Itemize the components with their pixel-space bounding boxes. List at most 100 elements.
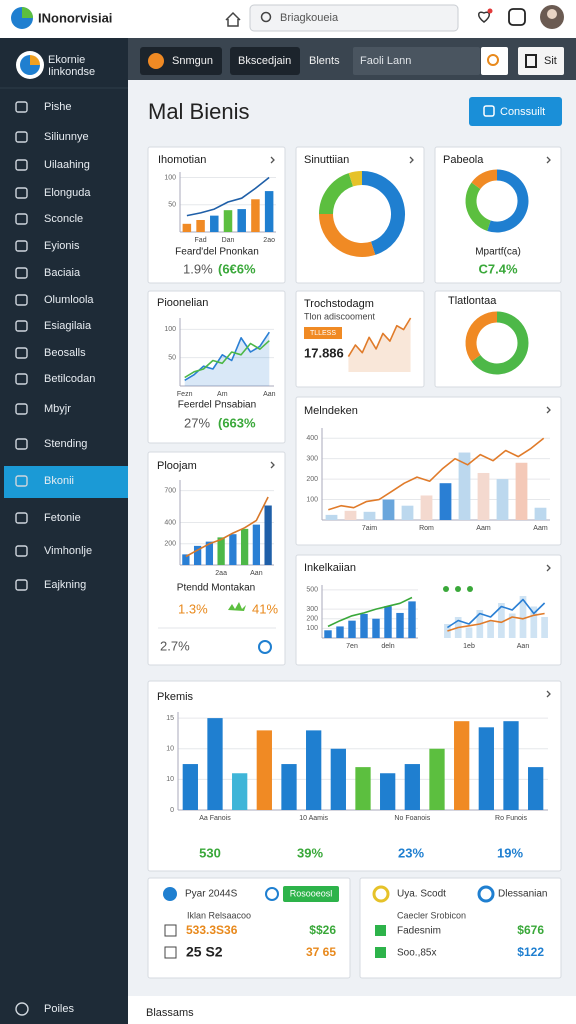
menu-icon [15, 240, 28, 252]
label: 37 65 [306, 945, 336, 959]
label: 1.3% [178, 601, 208, 616]
chevron[interactable] [546, 564, 551, 572]
header-button[interactable] [469, 97, 562, 126]
menu-item[interactable]: Betilcodan [44, 373, 95, 385]
label: Ptendd Montakan [177, 583, 255, 594]
y-tick-label: 100 [164, 174, 176, 181]
bar [251, 199, 260, 232]
menu-item[interactable]: Esiagilaia [44, 320, 92, 332]
bar [401, 505, 414, 520]
label: Feard'del Pnonkan [175, 247, 259, 258]
button-label[interactable]: Blents [309, 55, 340, 67]
bar [439, 483, 452, 520]
toolbar-button[interactable] [230, 47, 300, 75]
bar [196, 220, 205, 232]
bar [210, 215, 219, 232]
menu-item[interactable]: Fetonie [44, 512, 81, 524]
y-tick-label: 100 [306, 496, 318, 503]
line [447, 612, 545, 632]
bar [229, 534, 237, 565]
label: TLLESS [310, 330, 336, 337]
chevron[interactable] [270, 156, 275, 164]
menu-item[interactable]: Bkonii [44, 475, 74, 487]
toolbar-search-button[interactable] [481, 47, 508, 75]
status-dot [258, 640, 272, 654]
label: 27% [184, 415, 210, 430]
line [185, 496, 269, 558]
input-text[interactable]: Faoli Lann [360, 55, 411, 67]
menu-item[interactable]: Mbyjr [44, 403, 71, 415]
x-tick-label: 2ao [263, 237, 275, 244]
footer-text: Blassams [146, 1007, 194, 1019]
label: Pyar 2044S [185, 889, 238, 900]
checkbox[interactable] [164, 924, 177, 937]
bar [454, 721, 470, 810]
menu-item[interactable]: Poiles [44, 1003, 74, 1015]
menu-item[interactable]: Sconcle [44, 213, 83, 225]
indicator [443, 586, 449, 592]
chevron[interactable] [546, 406, 551, 414]
heart-icon[interactable] [478, 11, 490, 23]
label: Rosooeosl [290, 888, 333, 898]
label: 530 [199, 845, 221, 860]
chevron[interactable] [270, 461, 275, 469]
toolbar-input[interactable] [353, 47, 480, 75]
donut-segment [471, 311, 529, 375]
chevron[interactable] [409, 156, 414, 164]
home-icon[interactable] [225, 11, 241, 27]
bar [264, 191, 274, 232]
x-tick-label: Ro Funois [495, 815, 527, 822]
label: (663% [218, 415, 256, 430]
bar [330, 748, 346, 810]
chevron[interactable] [546, 156, 551, 164]
button-label[interactable]: Sit [544, 55, 557, 67]
menu-item[interactable]: Eajkning [44, 579, 86, 591]
y-tick-label: 50 [168, 355, 176, 362]
checkbox[interactable] [375, 925, 386, 936]
menu-icon [15, 267, 28, 279]
x-tick-label: deln [381, 643, 394, 650]
checkbox[interactable] [375, 947, 386, 958]
menu-item[interactable]: Uilaahing [44, 159, 90, 171]
card-title: Pioonelian [157, 297, 208, 309]
bar [355, 767, 371, 810]
y-tick-label: 0 [170, 807, 174, 814]
menu-item[interactable]: Eyionis [44, 240, 80, 252]
button-label[interactable]: Conssuilt [500, 106, 545, 118]
x-tick-label: Aam [476, 525, 491, 532]
menu-item[interactable]: Beosalls [44, 347, 86, 359]
menu-item[interactable]: Siliunnye [44, 131, 89, 143]
menu-item[interactable]: Olumloola [44, 294, 94, 306]
bar [528, 767, 544, 810]
menu-icon [15, 438, 28, 450]
button-label[interactable]: Bkscedjain [238, 55, 291, 67]
bar [541, 617, 548, 638]
chevron[interactable] [546, 690, 551, 698]
bar [478, 727, 494, 810]
search-box[interactable] [249, 4, 459, 32]
menu-icon [15, 101, 28, 113]
bar [324, 630, 332, 638]
indicator [467, 586, 473, 592]
button-label[interactable]: Snmgun [172, 55, 213, 67]
x-tick-label: 2aa [215, 570, 227, 577]
menu-item[interactable]: Elonguda [44, 187, 91, 199]
bar [207, 718, 223, 810]
toolbar-action[interactable] [518, 47, 564, 75]
y-tick-label: 300 [306, 606, 318, 613]
message-icon[interactable] [508, 8, 526, 26]
search-placeholder[interactable]: Briagkoueia [280, 12, 339, 24]
y-tick-label: 400 [306, 435, 318, 442]
menu-item[interactable]: Baciaia [44, 267, 81, 279]
x-tick-label: 10 Aamis [299, 815, 328, 822]
menu-item[interactable]: Vimhonlje [44, 545, 92, 557]
toolbar-button[interactable] [140, 47, 222, 75]
bar [498, 603, 505, 638]
bar [217, 537, 225, 565]
menu-item[interactable]: Pishe [44, 101, 72, 113]
bar [281, 764, 297, 810]
menu-item[interactable]: Stending [44, 438, 87, 450]
bar [252, 524, 261, 565]
x-tick-label: Aan [517, 643, 530, 650]
checkbox[interactable] [164, 946, 177, 959]
